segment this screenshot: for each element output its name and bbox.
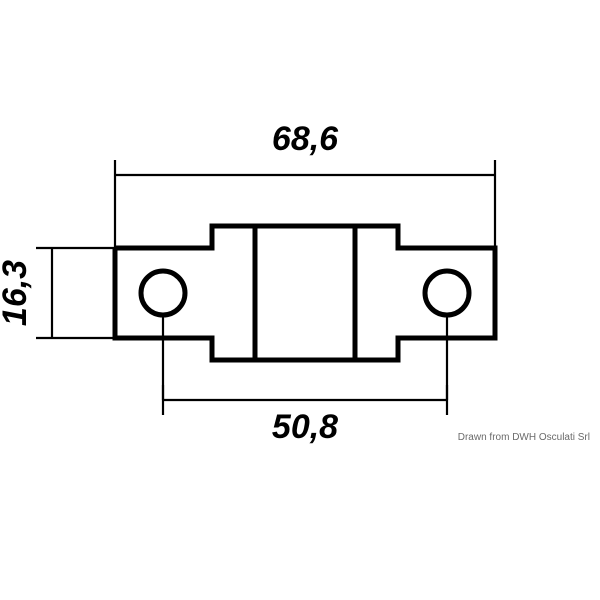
- mounting-hole-right: [425, 271, 469, 315]
- dim-pitch-label: 50,8: [272, 408, 338, 446]
- attribution-text: Drawn from DWH Osculati Srl: [458, 432, 590, 443]
- component-outline: [115, 226, 495, 360]
- dim-overall-label: 68,6: [272, 120, 339, 158]
- mounting-hole-left: [141, 271, 185, 315]
- dim-height-label: 16,3: [0, 260, 34, 326]
